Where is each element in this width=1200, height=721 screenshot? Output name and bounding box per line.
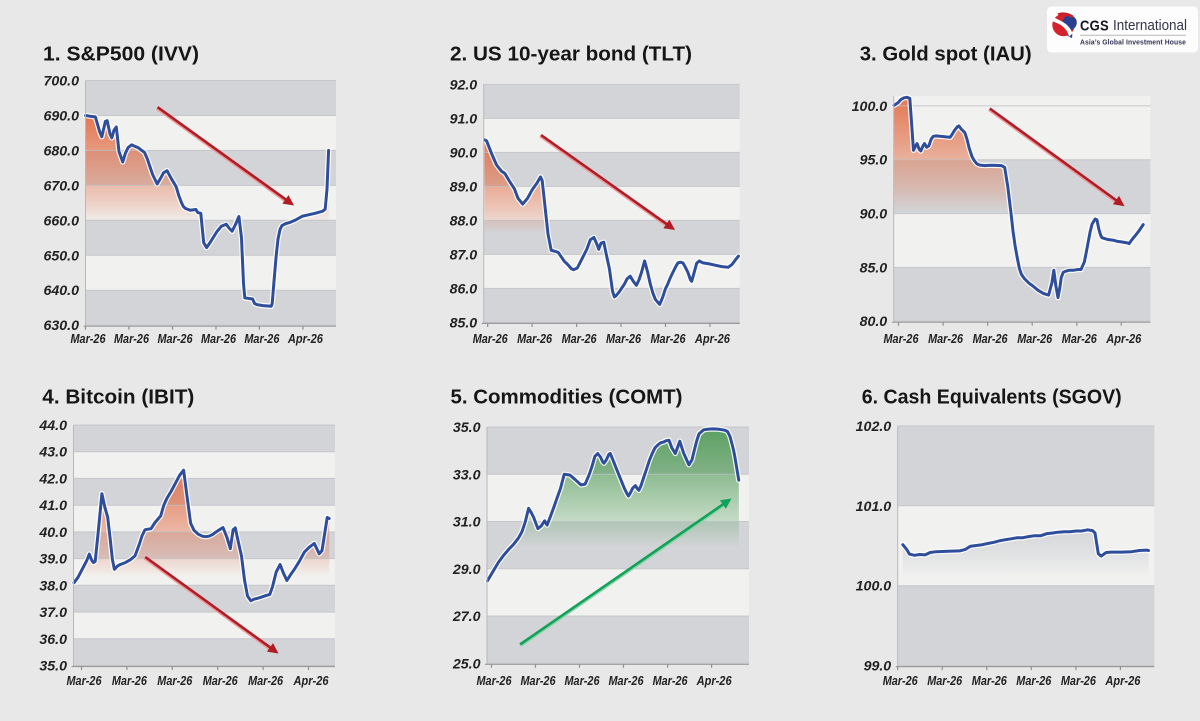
svg-text:25.0: 25.0 bbox=[452, 656, 481, 672]
svg-text:31.0: 31.0 bbox=[453, 515, 481, 531]
svg-text:39.0: 39.0 bbox=[39, 552, 67, 568]
svg-text:Asia’s Global Investment House: Asia’s Global Investment House bbox=[1080, 38, 1186, 47]
svg-text:80.0: 80.0 bbox=[860, 314, 888, 330]
svg-text:33.0: 33.0 bbox=[453, 467, 481, 483]
svg-text:Mar-26: Mar-26 bbox=[653, 673, 689, 688]
svg-text:International: International bbox=[1113, 18, 1187, 34]
svg-text:86.0: 86.0 bbox=[450, 281, 478, 297]
svg-text:91.0: 91.0 bbox=[450, 111, 478, 127]
svg-text:87.0: 87.0 bbox=[450, 247, 478, 263]
svg-text:Apr-26: Apr-26 bbox=[287, 331, 323, 346]
svg-text:Mar-26: Mar-26 bbox=[565, 673, 601, 688]
svg-text:Mar-26: Mar-26 bbox=[114, 331, 150, 346]
svg-text:2. US 10-year bond (TLT): 2. US 10-year bond (TLT) bbox=[450, 43, 692, 66]
svg-text:95.0: 95.0 bbox=[860, 153, 888, 169]
svg-text:Mar-26: Mar-26 bbox=[201, 331, 237, 346]
svg-text:90.0: 90.0 bbox=[450, 145, 478, 161]
svg-text:650.0: 650.0 bbox=[43, 248, 79, 264]
svg-text:99.0: 99.0 bbox=[864, 659, 892, 675]
svg-text:100.0: 100.0 bbox=[856, 579, 892, 595]
svg-text:43.0: 43.0 bbox=[38, 445, 67, 461]
svg-text:Mar-26: Mar-26 bbox=[1017, 331, 1053, 346]
svg-text:Apr-26: Apr-26 bbox=[694, 331, 730, 346]
svg-text:Mar-26: Mar-26 bbox=[157, 673, 193, 688]
svg-text:680.0: 680.0 bbox=[43, 143, 79, 159]
svg-text:41.0: 41.0 bbox=[38, 498, 67, 514]
svg-text:Mar-26: Mar-26 bbox=[477, 673, 513, 688]
svg-text:89.0: 89.0 bbox=[450, 179, 478, 195]
svg-text:670.0: 670.0 bbox=[43, 178, 79, 194]
svg-text:102.0: 102.0 bbox=[856, 419, 892, 435]
svg-text:90.0: 90.0 bbox=[860, 207, 888, 223]
svg-text:Mar-26: Mar-26 bbox=[203, 673, 239, 688]
svg-text:37.0: 37.0 bbox=[39, 605, 67, 621]
svg-text:Apr-26: Apr-26 bbox=[1105, 673, 1141, 688]
svg-text:35.0: 35.0 bbox=[39, 659, 67, 675]
svg-text:27.0: 27.0 bbox=[452, 609, 481, 625]
svg-text:Mar-26: Mar-26 bbox=[67, 673, 103, 688]
svg-text:Apr-26: Apr-26 bbox=[696, 673, 732, 688]
svg-text:88.0: 88.0 bbox=[450, 213, 478, 229]
svg-text:Mar-26: Mar-26 bbox=[1061, 673, 1097, 688]
svg-text:40.0: 40.0 bbox=[38, 525, 67, 541]
svg-text:Mar-26: Mar-26 bbox=[562, 331, 598, 346]
svg-text:Mar-26: Mar-26 bbox=[883, 673, 919, 688]
svg-text:3. Gold spot (IAU): 3. Gold spot (IAU) bbox=[860, 43, 1032, 66]
svg-text:640.0: 640.0 bbox=[43, 283, 79, 299]
svg-text:29.0: 29.0 bbox=[452, 562, 481, 578]
svg-text:Mar-26: Mar-26 bbox=[248, 673, 284, 688]
svg-text:Mar-26: Mar-26 bbox=[244, 331, 280, 346]
svg-text:92.0: 92.0 bbox=[450, 77, 478, 93]
svg-text:Mar-26: Mar-26 bbox=[517, 331, 553, 346]
svg-text:1. S&P500 (IVV): 1. S&P500 (IVV) bbox=[43, 43, 199, 66]
svg-text:35.0: 35.0 bbox=[453, 420, 481, 436]
svg-text:101.0: 101.0 bbox=[856, 499, 892, 515]
svg-text:Mar-26: Mar-26 bbox=[158, 331, 194, 346]
svg-text:Mar-26: Mar-26 bbox=[973, 331, 1009, 346]
svg-text:690.0: 690.0 bbox=[43, 109, 79, 125]
svg-text:Apr-26: Apr-26 bbox=[293, 673, 329, 688]
svg-text:630.0: 630.0 bbox=[43, 318, 79, 334]
svg-text:Mar-26: Mar-26 bbox=[927, 673, 963, 688]
svg-text:36.0: 36.0 bbox=[39, 632, 67, 648]
svg-text:38.0: 38.0 bbox=[39, 578, 67, 594]
svg-text:700.0: 700.0 bbox=[43, 74, 79, 90]
svg-text:CGS: CGS bbox=[1080, 18, 1109, 35]
svg-text:42.0: 42.0 bbox=[38, 471, 67, 487]
svg-text:Mar-26: Mar-26 bbox=[606, 331, 642, 346]
svg-text:85.0: 85.0 bbox=[860, 260, 888, 276]
svg-text:Mar-26: Mar-26 bbox=[609, 673, 645, 688]
svg-text:660.0: 660.0 bbox=[43, 213, 79, 229]
svg-text:Mar-26: Mar-26 bbox=[112, 673, 148, 688]
svg-text:44.0: 44.0 bbox=[38, 418, 67, 434]
svg-text:4. Bitcoin (IBIT): 4. Bitcoin (IBIT) bbox=[42, 386, 194, 409]
svg-text:Mar-26: Mar-26 bbox=[651, 331, 687, 346]
svg-text:6. Cash Equivalents (SGOV): 6. Cash Equivalents (SGOV) bbox=[862, 386, 1122, 409]
svg-text:Mar-26: Mar-26 bbox=[473, 331, 509, 346]
svg-text:100.0: 100.0 bbox=[852, 99, 888, 115]
svg-text:Mar-26: Mar-26 bbox=[521, 673, 557, 688]
svg-text:Mar-26: Mar-26 bbox=[1062, 331, 1098, 346]
svg-text:85.0: 85.0 bbox=[450, 315, 478, 331]
svg-text:Mar-26: Mar-26 bbox=[71, 331, 107, 346]
svg-text:5. Commodities (COMT): 5. Commodities (COMT) bbox=[451, 386, 683, 409]
svg-text:Mar-26: Mar-26 bbox=[1016, 673, 1052, 688]
svg-text:Apr-26: Apr-26 bbox=[1105, 331, 1141, 346]
svg-text:Mar-26: Mar-26 bbox=[928, 331, 964, 346]
svg-text:Mar-26: Mar-26 bbox=[884, 331, 920, 346]
svg-text:Mar-26: Mar-26 bbox=[972, 673, 1008, 688]
